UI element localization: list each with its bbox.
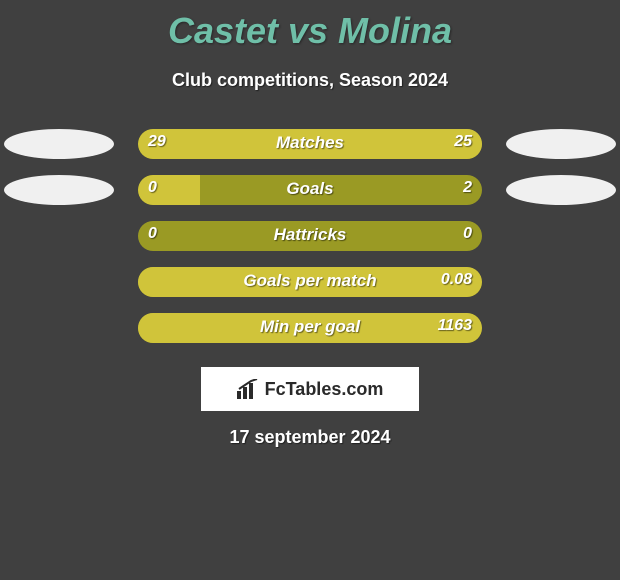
- stat-bar: Goals per match0.08: [138, 267, 482, 297]
- stat-bar: Hattricks0 0: [138, 221, 482, 251]
- stat-row: Goals per match0.08: [0, 267, 620, 313]
- stat-row: Min per goal1163: [0, 313, 620, 359]
- stat-label: Goals: [138, 179, 482, 199]
- stats-container: Matches2925Goals02Hattricks00Goals per m…: [0, 129, 620, 359]
- stat-value-right: 0: [463, 225, 472, 243]
- stat-value-left: 0: [148, 179, 157, 197]
- player-oval-right: [506, 129, 616, 159]
- stat-value-right: 0.08: [441, 271, 472, 289]
- stat-row: Matches29 25: [0, 129, 620, 175]
- stat-bar: Goals0 2: [138, 175, 482, 205]
- player-oval-left: [4, 175, 114, 205]
- page-title: Castet vs Molina: [0, 0, 620, 52]
- stat-label: Goals per match: [138, 271, 482, 291]
- brand-text: FcTables.com: [265, 379, 384, 400]
- stat-value-right: 2: [463, 179, 472, 197]
- player-oval-right: [506, 175, 616, 205]
- brand-badge: FcTables.com: [201, 367, 419, 411]
- stat-bar: Matches29 25: [138, 129, 482, 159]
- stat-row: Goals0 2: [0, 175, 620, 221]
- stat-label: Min per goal: [138, 317, 482, 337]
- brand-chart-icon: [237, 379, 259, 399]
- stat-label: Matches: [138, 133, 482, 153]
- subtitle: Club competitions, Season 2024: [0, 70, 620, 91]
- stat-row: Hattricks0 0: [0, 221, 620, 267]
- stat-value-right: 1163: [438, 317, 472, 335]
- stat-bar: Min per goal1163: [138, 313, 482, 343]
- stat-label: Hattricks: [138, 225, 482, 245]
- stat-value-left: 29: [148, 133, 166, 151]
- player-oval-left: [4, 129, 114, 159]
- stat-value-right: 25: [454, 133, 472, 151]
- date-text: 17 september 2024: [0, 427, 620, 448]
- stat-value-left: 0: [148, 225, 157, 243]
